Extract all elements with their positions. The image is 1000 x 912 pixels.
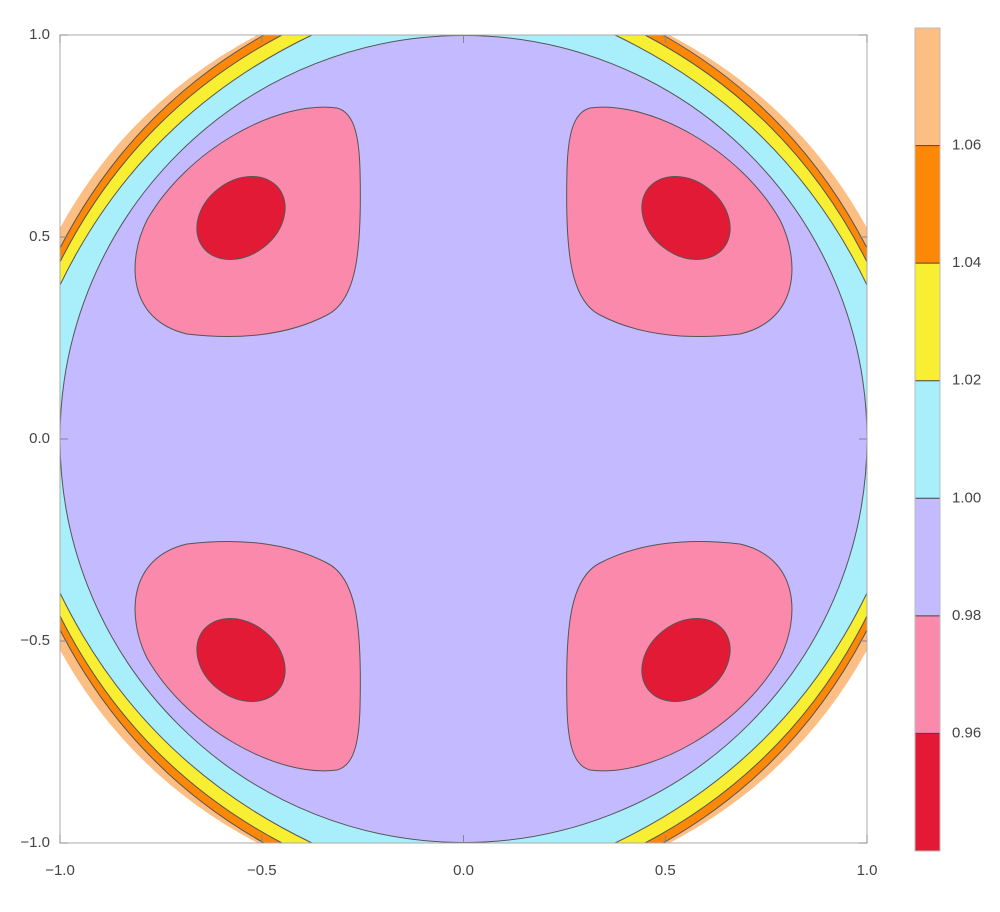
contour-region <box>59 35 868 843</box>
colorbar-tick-label: 0.98 <box>952 607 981 624</box>
x-tick-label: 1.0 <box>857 862 878 879</box>
colorbar-band <box>915 380 940 499</box>
lobe <box>134 106 361 337</box>
colorbar: 0.96 0.98 1.00 1.02 1.04 1.06 <box>914 27 981 852</box>
x-tick-label: −1.0 <box>45 862 75 879</box>
lobe <box>566 106 793 337</box>
lobe <box>566 541 793 772</box>
lobe <box>134 541 361 772</box>
contour-region <box>196 617 286 703</box>
colorbar-tick-label: 0.96 <box>952 724 981 741</box>
axes: −1.0 −0.5 0.0 0.5 1.0 −1.0 −0.5 0.0 0.5 1.0 <box>20 26 877 879</box>
x-tick-label: 0.0 <box>453 862 474 879</box>
contour-regions <box>59 34 868 844</box>
contour-region <box>641 175 731 261</box>
contour-region <box>641 617 731 703</box>
colorbar-band <box>915 263 940 381</box>
colorbar-band <box>915 28 940 146</box>
colorbar-tick-label: 1.02 <box>952 372 981 389</box>
x-tick-label: 0.5 <box>655 862 676 879</box>
y-tick-label: 0.0 <box>29 430 50 447</box>
colorbar-band <box>915 498 940 616</box>
colorbar-band <box>915 145 940 264</box>
colorbar-frame <box>914 27 941 852</box>
x-tick-label: −0.5 <box>247 862 277 879</box>
colorbar-tick-label: 1.04 <box>952 254 981 271</box>
contour-region <box>196 175 286 261</box>
y-tick-label: 1.0 <box>29 26 50 43</box>
y-tick-label: −1.0 <box>20 834 50 851</box>
colorbar-band <box>915 615 940 734</box>
y-tick-label: −0.5 <box>20 632 50 649</box>
y-tick-label: 0.5 <box>29 228 50 245</box>
colorbar-tick-label: 1.00 <box>952 489 981 506</box>
colorbar-tick-label: 1.06 <box>952 137 981 154</box>
colorbar-band <box>915 733 940 851</box>
